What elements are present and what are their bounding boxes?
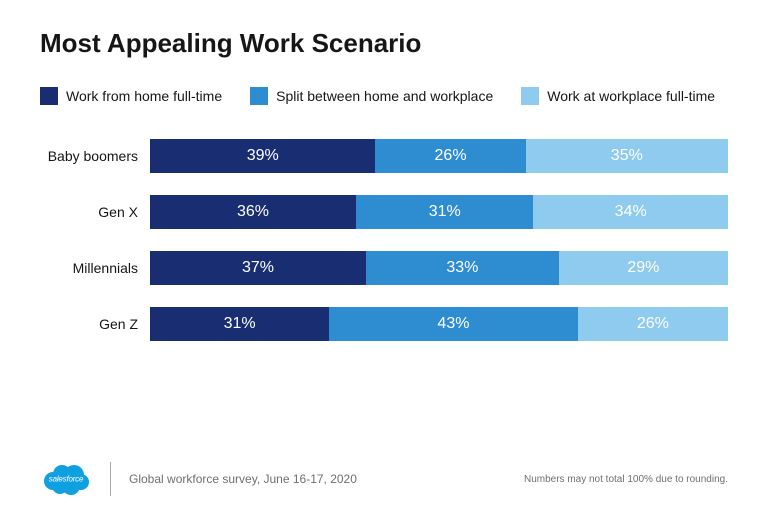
stacked-bar: 37%33%29% [150, 251, 728, 285]
category-label: Gen X [40, 204, 150, 220]
legend-label: Work at workplace full-time [547, 88, 715, 104]
legend-label: Split between home and workplace [276, 88, 493, 104]
legend: Work from home full-time Split between ho… [40, 87, 728, 105]
brand-name: salesforce [49, 474, 83, 483]
chart-row: Millennials37%33%29% [40, 251, 728, 285]
bar-segment-work: 29% [559, 251, 728, 285]
bar-segment-split: 26% [375, 139, 525, 173]
chart-row: Gen X36%31%34% [40, 195, 728, 229]
bar-segment-work: 34% [533, 195, 728, 229]
legend-swatch [250, 87, 268, 105]
footer: salesforce Global workforce survey, June… [40, 462, 728, 496]
bar-segment-wfh: 37% [150, 251, 366, 285]
legend-label: Work from home full-time [66, 88, 222, 104]
category-label: Millennials [40, 260, 150, 276]
bar-segment-wfh: 39% [150, 139, 375, 173]
bar-segment-split: 33% [366, 251, 559, 285]
bar-segment-work: 35% [526, 139, 728, 173]
legend-swatch [40, 87, 58, 105]
bar-segment-work: 26% [578, 307, 728, 341]
brand-logo: salesforce [40, 462, 111, 496]
stacked-bar: 39%26%35% [150, 139, 728, 173]
legend-item: Work at workplace full-time [521, 87, 715, 105]
legend-item: Work from home full-time [40, 87, 222, 105]
stacked-bar-chart: Baby boomers39%26%35%Gen X36%31%34%Mille… [40, 139, 728, 341]
bar-segment-split: 43% [329, 307, 578, 341]
salesforce-cloud-icon: salesforce [40, 461, 92, 497]
source-text: Global workforce survey, June 16-17, 202… [129, 472, 357, 486]
footnote-text: Numbers may not total 100% due to roundi… [524, 474, 728, 485]
bar-segment-split: 31% [356, 195, 533, 229]
bar-segment-wfh: 31% [150, 307, 329, 341]
chart-title: Most Appealing Work Scenario [40, 28, 728, 59]
stacked-bar: 31%43%26% [150, 307, 728, 341]
legend-swatch [521, 87, 539, 105]
bar-segment-wfh: 36% [150, 195, 356, 229]
chart-row: Baby boomers39%26%35% [40, 139, 728, 173]
chart-row: Gen Z31%43%26% [40, 307, 728, 341]
legend-item: Split between home and workplace [250, 87, 493, 105]
category-label: Gen Z [40, 316, 150, 332]
category-label: Baby boomers [40, 148, 150, 164]
stacked-bar: 36%31%34% [150, 195, 728, 229]
